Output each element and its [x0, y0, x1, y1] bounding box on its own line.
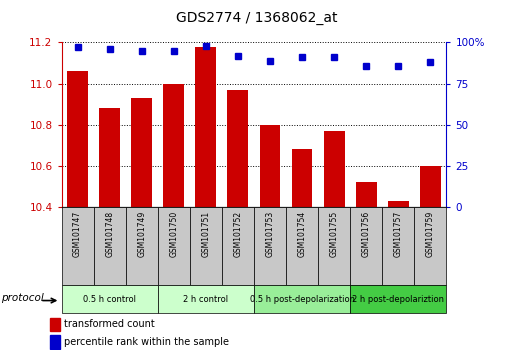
Bar — [350, 207, 382, 285]
Bar — [50, 318, 60, 331]
Text: GSM101757: GSM101757 — [393, 211, 403, 257]
Bar — [227, 90, 248, 207]
Bar — [324, 131, 345, 207]
Text: GSM101755: GSM101755 — [329, 211, 339, 257]
Bar — [50, 335, 60, 349]
Bar — [158, 285, 254, 313]
Bar — [67, 71, 88, 207]
Text: GSM101750: GSM101750 — [169, 211, 179, 257]
Bar — [291, 149, 312, 207]
Bar — [318, 207, 350, 285]
Bar — [420, 166, 441, 207]
Text: protocol: protocol — [1, 293, 44, 303]
Text: percentile rank within the sample: percentile rank within the sample — [64, 337, 229, 347]
Text: GSM101752: GSM101752 — [233, 211, 243, 257]
Text: GSM101756: GSM101756 — [362, 211, 371, 257]
Bar — [158, 207, 190, 285]
Bar — [254, 207, 286, 285]
Bar — [388, 201, 409, 207]
Bar — [195, 47, 216, 207]
Bar — [131, 98, 152, 207]
Text: 0.5 h control: 0.5 h control — [83, 295, 136, 304]
Text: GSM101749: GSM101749 — [137, 211, 146, 257]
Text: GSM101751: GSM101751 — [201, 211, 210, 257]
Bar — [190, 207, 222, 285]
Bar — [254, 285, 350, 313]
Text: GSM101747: GSM101747 — [73, 211, 82, 257]
Text: 2 h post-depolariztion: 2 h post-depolariztion — [352, 295, 444, 304]
Text: transformed count: transformed count — [64, 319, 154, 329]
Text: GSM101748: GSM101748 — [105, 211, 114, 257]
Text: GDS2774 / 1368062_at: GDS2774 / 1368062_at — [176, 11, 337, 25]
Bar — [286, 207, 318, 285]
Bar — [260, 125, 281, 207]
Bar — [415, 207, 446, 285]
Text: GSM101759: GSM101759 — [426, 211, 435, 257]
Text: GSM101754: GSM101754 — [298, 211, 307, 257]
Text: 0.5 h post-depolarization: 0.5 h post-depolarization — [249, 295, 354, 304]
Text: GSM101753: GSM101753 — [265, 211, 274, 257]
Bar — [350, 285, 446, 313]
Bar — [126, 207, 158, 285]
Bar — [382, 207, 415, 285]
Bar — [62, 285, 158, 313]
Bar — [163, 84, 184, 207]
Bar — [93, 207, 126, 285]
Bar — [62, 207, 93, 285]
Bar — [99, 108, 120, 207]
Bar — [222, 207, 254, 285]
Bar — [356, 182, 377, 207]
Text: 2 h control: 2 h control — [183, 295, 228, 304]
